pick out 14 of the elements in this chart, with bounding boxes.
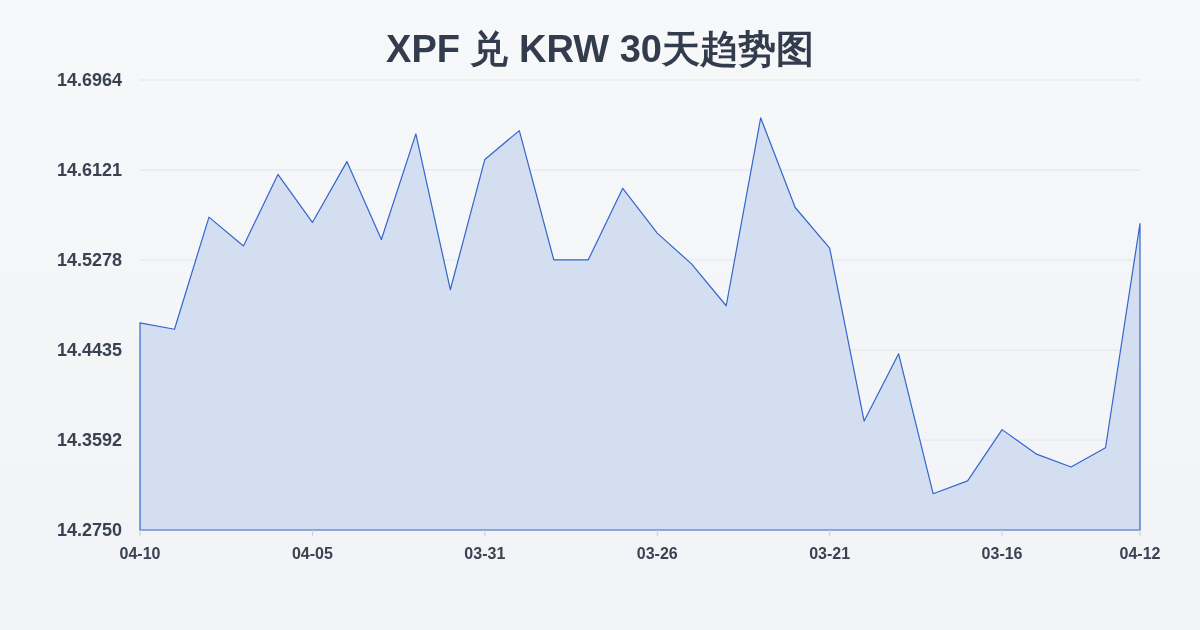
x-tick-label: 03-31	[464, 545, 506, 562]
y-tick-label: 14.6121	[56, 160, 122, 181]
y-tick-label: 14.4435	[56, 340, 122, 361]
y-tick-label: 14.3592	[56, 430, 122, 451]
y-tick-label: 14.5278	[56, 250, 122, 271]
x-tick-label: 03-16	[981, 545, 1023, 562]
y-tick-label: 14.2750	[56, 520, 122, 540]
chart-title: XPF 兑 KRW 30天趋势图	[386, 28, 814, 70]
x-tick-label: 03-26	[636, 545, 678, 562]
y-tick-label: 14.6964	[56, 70, 122, 90]
x-tick-label: 04-05	[291, 545, 333, 562]
x-tick-label: 04-10	[119, 545, 161, 562]
x-tick-label: 04-12	[1119, 545, 1161, 562]
x-tick-label: 03-21	[809, 545, 851, 562]
